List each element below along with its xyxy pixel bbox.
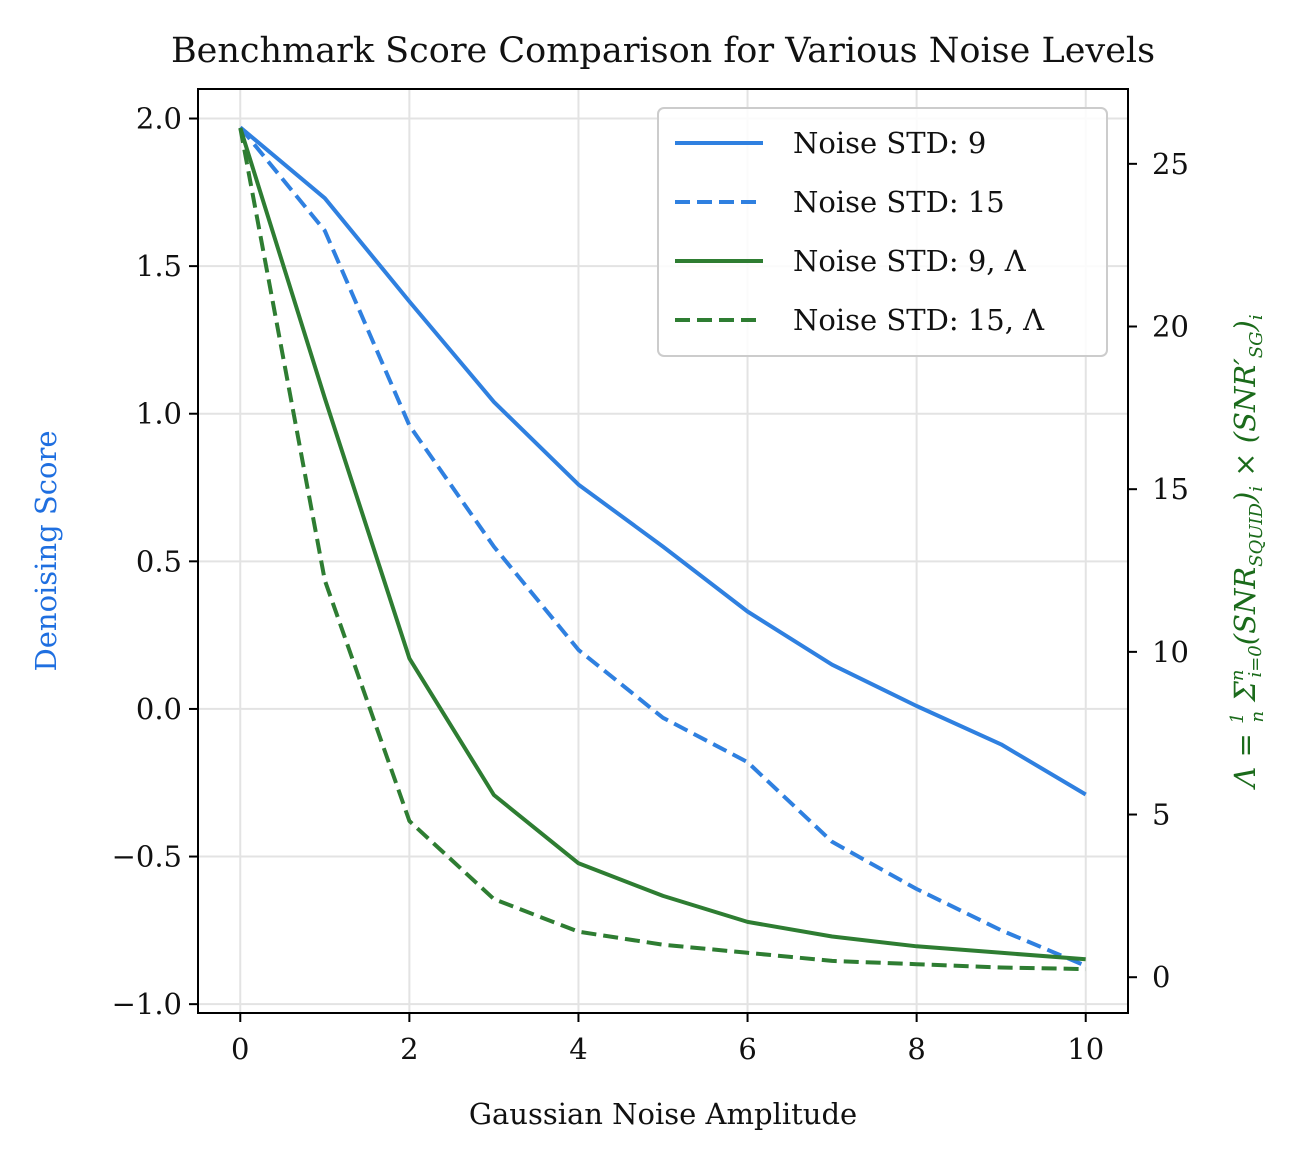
legend: Noise STD: 9 Noise STD: 15 Noise STD: 9, Λ… — [657, 107, 1108, 357]
left-y-tick-label: 1.5 — [136, 249, 182, 283]
right-y-axis-label: Λ = 1n Σni=0(SNRSQUID)i × (SNR′SG)i — [1227, 314, 1268, 790]
x-axis-label: Gaussian Noise Amplitude — [469, 1097, 857, 1131]
right-y-tick-label: 10 — [1152, 635, 1189, 669]
series-lines — [238, 125, 1087, 972]
legend-box — [657, 107, 1108, 357]
legend-label: Noise STD: 15 — [793, 185, 1005, 219]
left-y-axis-label: Denoising Score — [29, 430, 63, 671]
x-tick-label: 4 — [569, 1032, 587, 1066]
left-y-tick-label: 0.0 — [136, 692, 182, 726]
chart-title: Benchmark Score Comparison for Various N… — [171, 31, 1155, 71]
right-y-tick-label: 15 — [1152, 472, 1189, 506]
right-y-tick-label: 5 — [1152, 798, 1170, 832]
legend-label: Noise STD: 9 — [793, 126, 986, 160]
series-line-1 — [239, 125, 1087, 797]
x-axis-ticks: 0 2 4 6 8 10 — [231, 1013, 1104, 1066]
series-line-4 — [238, 127, 1086, 972]
left-y-tick-label: 2.0 — [136, 102, 182, 136]
plot-frame — [197, 88, 1129, 1014]
series-line-2 — [238, 126, 1087, 968]
left-y-tick-label: −0.5 — [112, 840, 182, 874]
x-tick-label: 10 — [1067, 1032, 1104, 1066]
x-tick-label: 2 — [400, 1032, 418, 1066]
legend-label: Noise STD: 9, Λ — [793, 244, 1027, 278]
left-y-tick-label: 0.5 — [136, 544, 182, 578]
x-tick-label: 6 — [738, 1032, 756, 1066]
right-y-tick-label: 0 — [1152, 960, 1170, 994]
grid — [198, 89, 1128, 1013]
legend-label: Noise STD: 15, Λ — [793, 303, 1045, 337]
right-y-tick-label: 20 — [1152, 310, 1189, 344]
legend-items: Noise STD: 9 Noise STD: 15 Noise STD: 9, Λ… — [675, 126, 1045, 337]
left-y-tick-label: 1.0 — [136, 397, 182, 431]
left-y-tick-label: −1.0 — [112, 987, 182, 1021]
series-line-3 — [238, 127, 1086, 962]
right-y-axis-ticks: 0 5 10 15 20 25 — [1128, 147, 1189, 994]
right-y-tick-label: 25 — [1152, 147, 1189, 181]
left-y-axis-ticks: 2.0 1.5 1.0 0.5 0.0 −0.5 −1.0 — [112, 102, 198, 1021]
x-tick-label: 8 — [907, 1032, 925, 1066]
x-tick-label: 0 — [231, 1032, 249, 1066]
